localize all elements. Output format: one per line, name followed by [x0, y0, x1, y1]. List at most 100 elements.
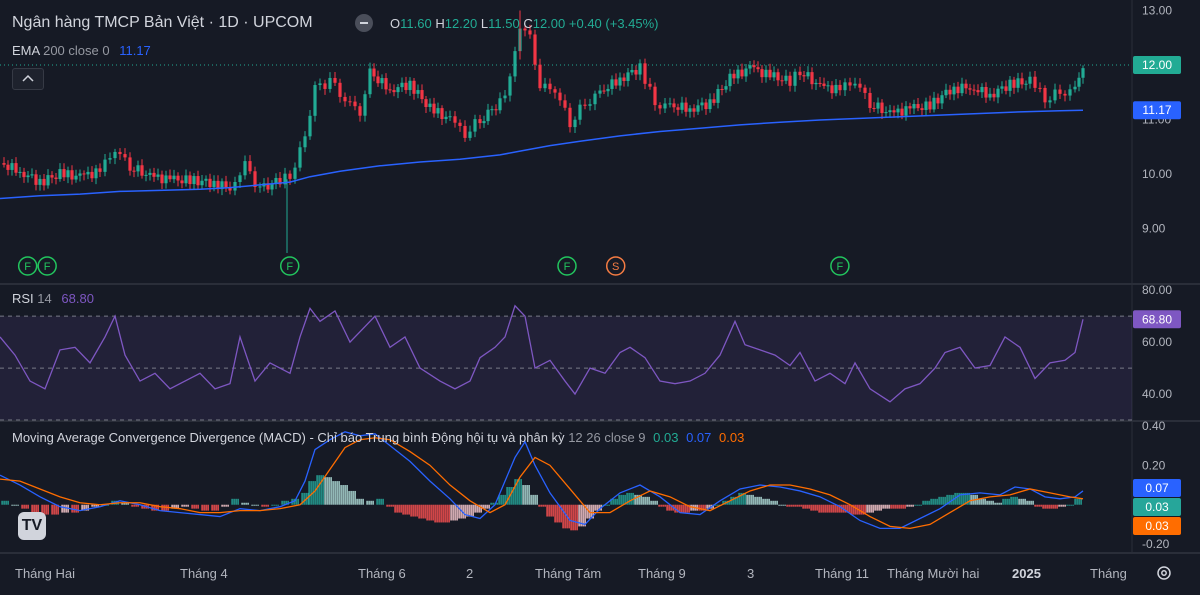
candle-body — [696, 105, 700, 112]
macd-histogram-bar — [888, 504, 890, 509]
macd-histogram-bar — [261, 504, 263, 507]
candle-body — [553, 89, 557, 93]
candle-body — [46, 175, 50, 186]
macd-histogram-bar — [314, 481, 316, 505]
candle-body — [400, 82, 404, 88]
macd-histogram-bar — [948, 494, 950, 505]
macd-histogram-bar — [406, 504, 408, 515]
macd-histogram-bar — [344, 485, 346, 505]
macd-histogram-bar — [558, 504, 560, 523]
candle-body — [176, 175, 180, 181]
candle-body — [486, 109, 490, 122]
candle-body — [708, 99, 712, 110]
macd-histogram-bar — [446, 504, 448, 523]
candle-body — [416, 90, 420, 94]
candle-body — [34, 174, 38, 185]
macd-histogram-bar — [81, 504, 83, 511]
open-value: 11.60 — [400, 16, 432, 31]
macd-histogram-bar — [350, 490, 352, 505]
time-axis-tick: Tháng — [1090, 566, 1127, 581]
macd-histogram-bar — [420, 504, 422, 519]
candle-body — [692, 108, 696, 112]
candle-body — [243, 161, 247, 176]
price-axis-tick: 10.00 — [1142, 167, 1172, 181]
macd-histogram-bar — [510, 487, 512, 505]
macd-histogram-bar — [235, 498, 237, 505]
candle-body — [432, 103, 436, 114]
macd-histogram-bar — [658, 504, 660, 507]
candle-body — [123, 154, 127, 158]
macd-histogram-bar — [5, 500, 7, 505]
candle-body — [648, 83, 652, 87]
macd-histogram-bar — [1080, 498, 1082, 505]
macd-histogram-bar — [622, 494, 624, 505]
collapse-legend-button[interactable] — [355, 14, 373, 32]
time-axis-tick: Tháng 11 — [815, 566, 869, 581]
macd-histogram-bar — [552, 504, 554, 517]
macd-histogram-bar — [854, 504, 856, 515]
macd-histogram-bar — [824, 504, 826, 513]
macd-histogram-bar — [576, 504, 578, 531]
macd-line-value: 0.07 — [686, 430, 712, 445]
macd-histogram-bar — [876, 504, 878, 511]
ema-legend[interactable]: EMA 200 close 0 11.17 — [12, 43, 151, 58]
chevron-up-button[interactable] — [12, 68, 44, 90]
candle-body — [388, 89, 392, 91]
candle-body — [952, 86, 956, 95]
event-marker-label: S — [612, 261, 619, 273]
candle-body — [172, 175, 176, 180]
macd-histogram-bar — [466, 504, 468, 517]
macd-histogram-bar — [796, 504, 798, 507]
macd-histogram-bar — [203, 504, 205, 511]
candle-body — [948, 89, 952, 95]
macd-histogram-bar — [37, 504, 39, 513]
gear-icon[interactable] — [1155, 564, 1173, 582]
macd-histogram-bar — [806, 504, 808, 509]
candle-body — [458, 122, 462, 126]
macd-histogram-bar — [890, 504, 892, 509]
macd-histogram-bar — [624, 494, 626, 505]
macd-histogram-bar — [676, 504, 678, 513]
macd-legend[interactable]: Moving Average Convergence Divergence (M… — [12, 430, 744, 445]
candle-body — [884, 112, 888, 114]
macd-histogram-bar — [584, 504, 586, 527]
candle-body — [490, 109, 494, 111]
macd-histogram-bar — [342, 485, 344, 505]
macd-histogram-bar — [962, 492, 964, 505]
candle-body — [806, 72, 810, 77]
macd-histogram-bar — [900, 504, 902, 509]
candle-body — [583, 104, 587, 106]
macd-histogram-bar — [714, 504, 716, 506]
ohlc-readout: O11.60 H12.20 L11.50 C12.00 +0.40 (+3.45… — [390, 16, 659, 31]
macd-histogram-bar — [65, 504, 67, 513]
macd-histogram-bar — [404, 504, 406, 515]
candle-body — [358, 106, 362, 116]
candle-body — [563, 100, 567, 108]
macd-histogram-bar — [123, 502, 125, 505]
macd-histogram-bar — [872, 504, 874, 513]
candle-body — [98, 168, 102, 172]
macd-histogram-bar — [528, 485, 530, 505]
macd-histogram-bar — [1064, 504, 1066, 507]
macd-histogram-bar — [474, 504, 476, 513]
macd-histogram-bar — [716, 504, 718, 506]
macd-histogram-bar — [614, 498, 616, 505]
symbol-title[interactable]: Ngân hàng TMCP Bản Việt · 1D · UPCOM — [12, 14, 313, 31]
macd-histogram-bar — [101, 504, 103, 506]
tradingview-logo[interactable]: TV — [18, 512, 46, 540]
candle-body — [463, 125, 467, 138]
macd-histogram-bar — [277, 504, 279, 506]
rsi-legend[interactable]: RSI 14 68.80 — [12, 291, 94, 306]
macd-histogram-bar — [432, 504, 434, 521]
candle-body — [444, 116, 448, 120]
candle-body — [798, 71, 802, 76]
candle-body — [6, 164, 10, 170]
macd-histogram-bar — [131, 504, 133, 507]
macd-histogram-bar — [253, 504, 255, 506]
candle-body — [928, 101, 932, 110]
candle-body — [880, 102, 884, 114]
candle-body — [896, 108, 900, 113]
macd-histogram-bar — [978, 498, 980, 505]
candle-body — [904, 106, 908, 116]
